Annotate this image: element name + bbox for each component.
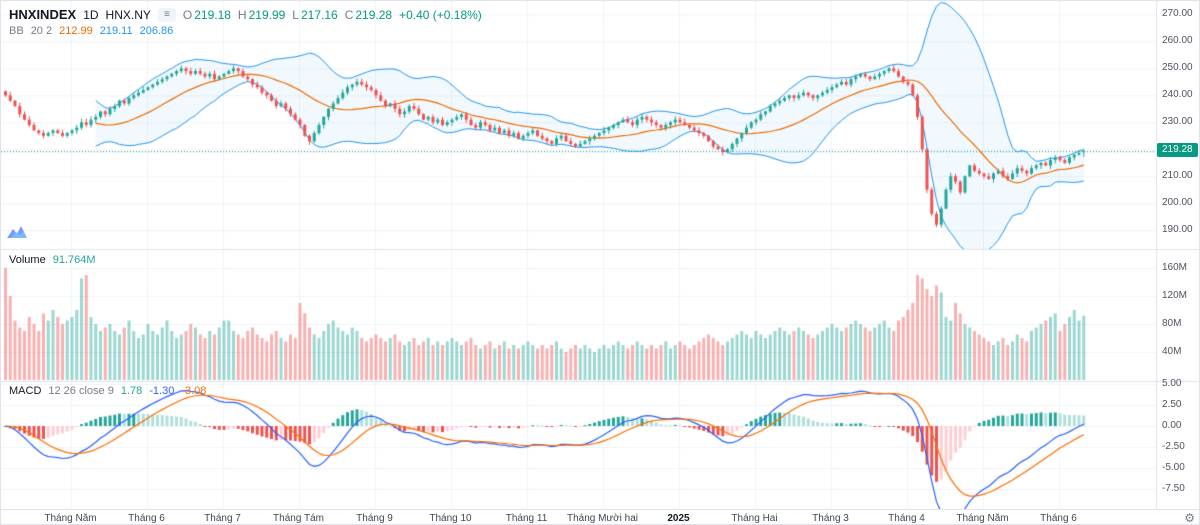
symbol-name[interactable]: HNXINDEX: [9, 7, 77, 22]
low-label: L: [292, 7, 299, 22]
macd-axis-label: 2.50: [1162, 399, 1182, 410]
time-axis-label: Tháng Hai: [731, 513, 778, 524]
time-axis-label: Tháng 3: [812, 513, 849, 524]
time-axis-label: Tháng 7: [204, 513, 241, 524]
bb-lower-value: 206.86: [139, 25, 174, 37]
price-tag: 219.28: [1157, 143, 1198, 158]
close-label: C: [344, 7, 354, 22]
chart-canvas[interactable]: [1, 1, 1199, 509]
volume-label: Volume: [9, 254, 46, 266]
price-axis-label: 240.00: [1162, 89, 1193, 101]
settings-gear-icon[interactable]: ⚙: [1184, 511, 1195, 525]
time-axis-label: Tháng 11: [505, 513, 548, 524]
volume-axis-label: 120M: [1162, 290, 1188, 301]
macd-signal-value: -3.08: [181, 385, 207, 397]
logo-watermark-icon: [7, 226, 27, 238]
open-label: O: [182, 7, 193, 22]
price-axis-label: 250.00: [1162, 62, 1193, 74]
bb-basis-value: 212.99: [59, 25, 93, 37]
price-axis-label: 200.00: [1162, 197, 1193, 209]
time-axis-label: Tháng 10: [429, 513, 472, 524]
macd-hist-value: 1.78: [120, 385, 143, 397]
macd-axis-label: 0.00: [1162, 420, 1182, 431]
price-axis-label: 270.00: [1162, 8, 1193, 20]
high-value: 219.99: [248, 7, 286, 22]
price-axis-label: 260.00: [1162, 35, 1193, 47]
macd-legend[interactable]: MACD 12 26 close 9 1.78 -1.30 -3.08: [9, 385, 206, 397]
macd-line-value: -1.30: [149, 385, 175, 397]
macd-axis-label: 5.00: [1162, 378, 1182, 389]
volume-axis-label: 40M: [1162, 346, 1182, 357]
time-axis-label: Tháng 6: [128, 513, 165, 524]
exchange-label[interactable]: HNX.NY: [105, 7, 151, 22]
price-axis-label: 230.00: [1162, 116, 1193, 128]
price-axis-label: 210.00: [1162, 170, 1193, 182]
volume-axis-label: 80M: [1162, 318, 1182, 329]
bb-params: 20 2: [30, 25, 53, 37]
time-axis-label: Tháng Năm: [956, 513, 1009, 524]
high-label: H: [237, 7, 247, 22]
close-value: 219.28: [355, 7, 393, 22]
macd-axis-label: -5.00: [1162, 462, 1185, 473]
macd-label: MACD: [9, 385, 42, 397]
volume-axis-label: 160M: [1162, 262, 1188, 273]
time-axis-label: Tháng Năm: [44, 513, 97, 524]
bb-label: BB: [9, 25, 24, 37]
open-value: 219.18: [194, 7, 231, 22]
low-value: 217.16: [300, 7, 338, 22]
time-axis[interactable]: ⚙ Tháng Năm Tháng 6 Tháng 7 Tháng Tám Tháng …: [1, 509, 1199, 525]
main-legend: HNXINDEX 1D HNX.NY ≡ O 219.18 H 219.99 L 21…: [9, 7, 482, 22]
price-axis-label: 190.00: [1162, 224, 1193, 236]
volume-value: 91.764M: [52, 254, 96, 266]
time-axis-label: Tháng 6: [1040, 513, 1077, 524]
change-value: +0.40 (+0.18%): [399, 7, 482, 22]
macd-axis-label: -2.50: [1162, 441, 1185, 452]
bb-upper-value: 219.11: [99, 25, 133, 37]
chart-overlay: HNXINDEX 1D HNX.NY ≡ O 219.18 H 219.99 L 21…: [1, 1, 1199, 509]
interval-label[interactable]: 1D: [83, 7, 99, 22]
bb-legend[interactable]: BB 20 2 212.99 219.11 206.86: [9, 25, 173, 37]
time-axis-label: Tháng Tám: [273, 513, 324, 524]
volume-legend[interactable]: Volume 91.764M: [9, 254, 96, 266]
macd-axis-label: -7.50: [1162, 483, 1185, 494]
macd-params: 12 26 close 9: [48, 385, 114, 397]
time-axis-label: 2025: [667, 513, 690, 524]
time-axis-label: Tháng Mười hai: [566, 513, 639, 524]
legend-menu-chip[interactable]: ≡: [157, 7, 176, 22]
time-axis-label: Tháng 4: [888, 513, 925, 524]
time-axis-label: Tháng 9: [356, 513, 393, 524]
